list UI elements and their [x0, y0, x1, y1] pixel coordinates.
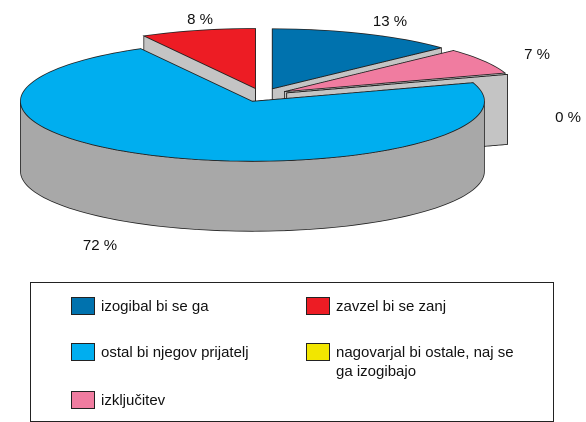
slice — [284, 50, 507, 92]
legend-label: zavzel bi se zanj — [336, 298, 447, 315]
slice — [142, 28, 256, 90]
data-label: 7 % — [524, 46, 550, 63]
legend-label: ostal bi njegov prijatelj — [101, 344, 249, 361]
legend-swatch — [71, 343, 95, 361]
legend-swatch — [71, 391, 95, 409]
legend-item: ostal bi njegov prijatelj — [71, 343, 249, 362]
legend-label: nagovarjal bi ostale, naj se ga izogibaj… — [336, 344, 514, 380]
slice — [286, 74, 508, 94]
legend-swatch — [306, 343, 330, 361]
slice — [271, 28, 442, 90]
legend-item: izogibal bi se ga — [71, 297, 209, 316]
legend-item: nagovarjal bi ostale, naj se ga izogibaj… — [306, 343, 516, 381]
legend-item: zavzel bi se zanj — [306, 297, 446, 316]
slice — [19, 48, 485, 162]
data-label: 13 % — [373, 13, 407, 30]
data-label: 72 % — [83, 237, 117, 254]
legend-label: izključitev — [101, 392, 166, 409]
legend: izogibal bi se ga izključitev nagovarjal b… — [30, 282, 554, 422]
data-label: 8 % — [187, 11, 213, 28]
legend-item: izključitev — [71, 391, 165, 410]
legend-swatch — [306, 297, 330, 315]
chart: 13 % 7 % 0 % 72 % 8 % — [19, 11, 581, 254]
legend-label: izogibal bi se ga — [101, 298, 209, 315]
legend-swatch — [71, 297, 95, 315]
data-label: 0 % — [555, 109, 581, 126]
